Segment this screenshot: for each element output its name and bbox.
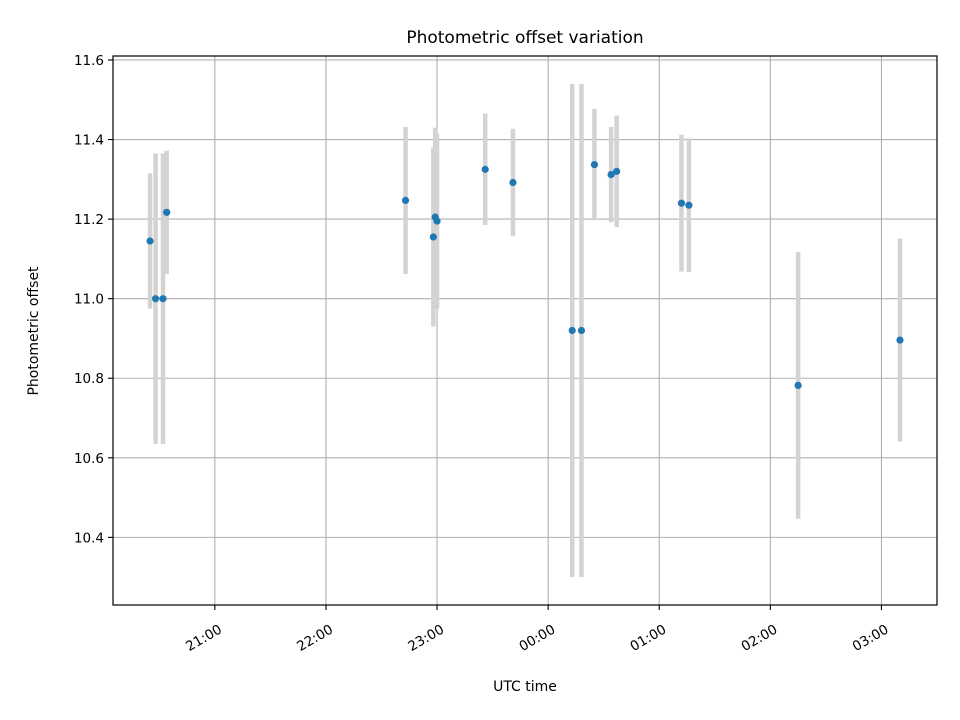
- y-axis-ticks: 10.4 10.6 10.8 11.0 11.2 11.4 11.6: [74, 53, 113, 546]
- data-point: [401, 196, 410, 205]
- chart-title: Photometric offset variation: [406, 28, 643, 48]
- data-point: [509, 178, 517, 187]
- data-point: [677, 199, 686, 207]
- data-point: [685, 201, 693, 209]
- data-point: [590, 161, 599, 169]
- y-tick-label: 11.2: [74, 212, 104, 228]
- data-point: [163, 208, 171, 216]
- data-point: [481, 165, 489, 173]
- y-tick-label: 10.4: [74, 530, 104, 546]
- y-tick-label: 10.6: [74, 451, 104, 467]
- data-point: [151, 295, 160, 303]
- y-axis-label: Photometric offset: [26, 266, 42, 396]
- data-point: [896, 336, 904, 344]
- data-point: [607, 170, 615, 179]
- y-tick-label: 11.0: [74, 292, 104, 308]
- grid-lines: [113, 56, 937, 605]
- data-point: [429, 233, 437, 241]
- data-point: [433, 217, 441, 225]
- data-point: [146, 237, 154, 245]
- y-tick-label: 11.6: [74, 53, 104, 69]
- data-point: [613, 167, 621, 175]
- data-point: [568, 326, 576, 335]
- data-point: [794, 381, 802, 389]
- y-tick-label: 11.4: [74, 133, 104, 149]
- plot-frame: [112, 55, 938, 606]
- data-points: [146, 161, 904, 389]
- x-axis-label: UTC time: [493, 679, 557, 695]
- data-point: [577, 326, 586, 335]
- data-point: [159, 295, 167, 303]
- y-tick-label: 10.8: [74, 371, 104, 387]
